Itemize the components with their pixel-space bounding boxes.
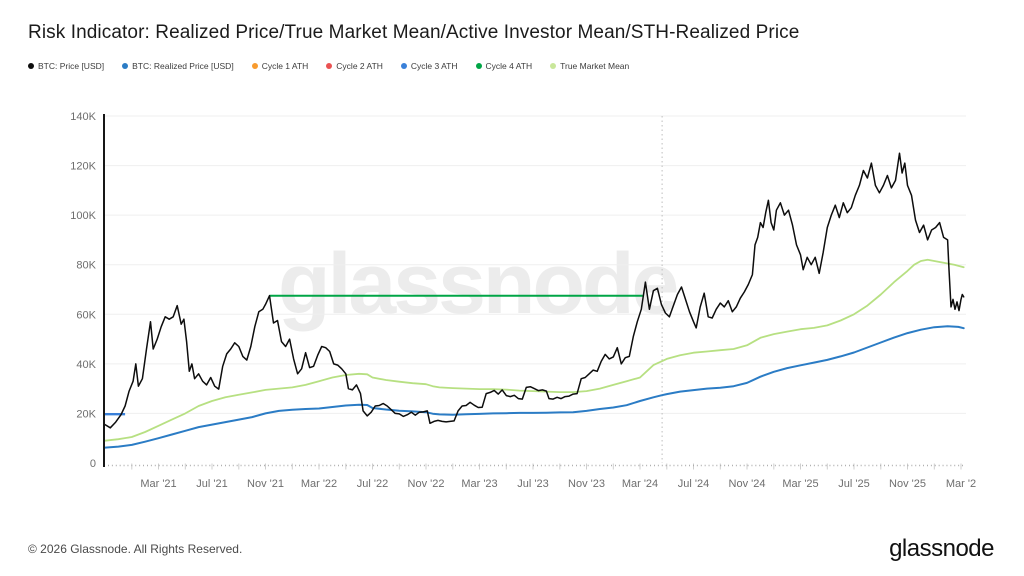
x-tick-label: Nov '24 (729, 478, 766, 490)
chart-title: Risk Indicator: Realized Price/True Mark… (28, 22, 800, 43)
y-tick-label: 20K (76, 408, 96, 420)
x-tick-label: Mar '24 (622, 478, 658, 490)
legend-label: Cycle 2 ATH (336, 61, 383, 71)
x-tick-label: Mar '21 (140, 478, 176, 490)
x-tick-label: Nov '23 (568, 478, 605, 490)
x-tick-label: Jul '25 (838, 478, 869, 490)
x-tick-label: Jul '24 (678, 478, 709, 490)
x-tick-label: Nov '22 (408, 478, 445, 490)
copyright-text: © 2026 Glassnode. All Rights Reserved. (28, 542, 243, 556)
chart-legend: BTC: Price [USD] BTC: Realized Price [USD… (28, 61, 629, 71)
y-tick-label: 100K (70, 210, 96, 222)
legend-label: True Market Mean (560, 61, 630, 71)
y-tick-label: 140K (70, 111, 96, 123)
y-tick-label: 120K (70, 161, 96, 173)
y-tick-label: 0 (90, 458, 96, 470)
legend-item-5[interactable]: Cycle 4 ATH (475, 61, 533, 71)
legend-dot (251, 63, 258, 69)
legend-dot (28, 63, 34, 69)
x-tick-label: Nov '21 (247, 478, 284, 490)
x-tick-label: Nov '25 (889, 478, 926, 490)
x-tick-label: Jul '21 (196, 478, 227, 490)
y-tick-label: 80K (76, 260, 96, 272)
legend-label: Cycle 3 ATH (410, 61, 458, 71)
legend-label: BTC: Price [USD] (38, 61, 105, 71)
y-tick-label: 60K (76, 309, 96, 321)
true-market-mean-line (104, 258, 965, 442)
legend-dot (122, 63, 129, 69)
legend-label: Cycle 4 ATH (485, 61, 533, 71)
legend-item-2[interactable]: Cycle 1 ATH (251, 61, 309, 71)
btc-price-usd--line (104, 152, 965, 429)
legend-dot (475, 63, 482, 69)
legend-item-3[interactable]: Cycle 2 ATH (326, 61, 383, 71)
glassnode-logo: glassnode (889, 535, 994, 562)
legend-dot (400, 63, 407, 69)
y-tick-label: 40K (76, 359, 96, 371)
x-tick-label: Mar '25 (782, 478, 818, 490)
legend-item-6[interactable]: True Market Mean (550, 61, 629, 71)
legend-item-1[interactable]: BTC: Realized Price [USD] (122, 61, 234, 71)
legend-dot (326, 63, 333, 69)
x-tick-label: Jul '23 (517, 478, 548, 490)
legend-dot (550, 63, 557, 69)
legend-item-0[interactable]: BTC: Price [USD] (28, 61, 104, 71)
legend-item-4[interactable]: Cycle 3 ATH (400, 61, 458, 71)
x-tick-label: Mar '23 (461, 478, 497, 490)
btc-realized-price-usd--line (104, 325, 965, 449)
legend-label: Cycle 1 ATH (261, 61, 309, 71)
x-tick-label: Jul '22 (357, 478, 388, 490)
x-tick-label: Mar '2 (946, 478, 976, 490)
glassnode-watermark: glassnode (278, 236, 679, 332)
x-tick-label: Mar '22 (301, 478, 337, 490)
legend-label: BTC: Realized Price [USD] (132, 61, 234, 71)
